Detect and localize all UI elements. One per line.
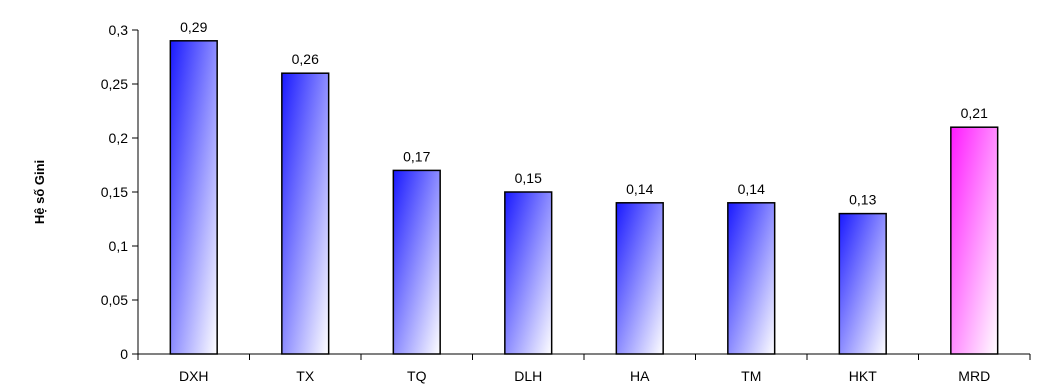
- data-label-dlh: 0,15: [515, 170, 542, 186]
- bar-tq: [392, 169, 441, 355]
- x-tick-label-tx: TX: [296, 368, 315, 384]
- y-tick-label: 0,2: [109, 130, 129, 146]
- bar-tm: [727, 202, 776, 355]
- y-tick-label: 0,3: [109, 22, 129, 38]
- data-label-hkt: 0,13: [849, 192, 876, 208]
- x-axis: DXH TX TQ DLH HA TM HKT MRD: [137, 353, 1031, 384]
- x-tick-label-dxh: DXH: [179, 368, 209, 384]
- bar-mrd: [950, 126, 999, 355]
- bar-tx: [281, 72, 330, 355]
- y-tick-label: 0: [120, 346, 128, 362]
- x-tick-label-hkt: HKT: [849, 368, 877, 384]
- data-label-ha: 0,14: [626, 181, 653, 197]
- bar-hkt: [838, 212, 887, 355]
- data-label-tq: 0,17: [403, 148, 430, 164]
- data-label-tx: 0,26: [292, 51, 319, 67]
- bar-dlh: [504, 191, 553, 355]
- data-label-tm: 0,14: [738, 181, 765, 197]
- y-tick-label: 0,25: [101, 76, 128, 92]
- data-labels: 0,29 0,26 0,17 0,15 0,14 0,14 0,13 0,21: [180, 19, 988, 208]
- x-tick-label-tq: TQ: [407, 368, 427, 384]
- data-label-mrd: 0,21: [961, 105, 988, 121]
- x-tick-label-dlh: DLH: [514, 368, 542, 384]
- bar-ha: [615, 202, 664, 355]
- y-axis-title: Hệ số Gini: [32, 160, 47, 224]
- y-tick-label: 0,05: [101, 292, 128, 308]
- x-tick-label-ha: HA: [630, 368, 650, 384]
- data-label-dxh: 0,29: [180, 19, 207, 35]
- y-tick-label: 0,15: [101, 184, 128, 200]
- y-axis: 0 0,05 0,1 0,15 0,2 0,25 0,3: [101, 22, 139, 362]
- x-tick-label-tm: TM: [741, 368, 761, 384]
- x-tick-label-mrd: MRD: [958, 368, 990, 384]
- bar-dxh: [169, 40, 218, 355]
- bars: [169, 40, 999, 355]
- y-tick-label: 0,1: [109, 238, 129, 254]
